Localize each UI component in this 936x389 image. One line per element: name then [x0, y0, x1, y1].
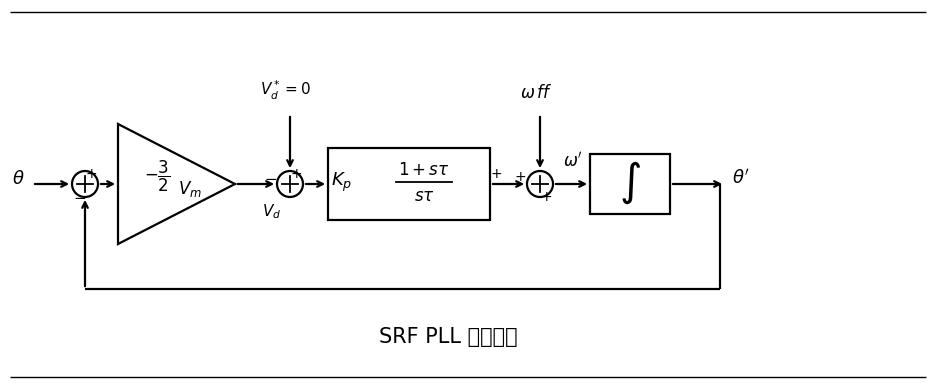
Text: $+$: $+$ [85, 167, 97, 181]
Text: $s\tau$: $s\tau$ [414, 187, 434, 205]
Text: $+$: $+$ [514, 170, 526, 184]
Text: $V_m$: $V_m$ [178, 179, 201, 199]
Text: $V_d$: $V_d$ [262, 203, 282, 221]
Text: $\omega'$: $\omega'$ [563, 151, 583, 170]
Text: SRF PLL 相位模型: SRF PLL 相位模型 [379, 327, 518, 347]
Text: $-\dfrac{3}{2}$: $-\dfrac{3}{2}$ [144, 158, 170, 194]
Text: $-$: $-$ [265, 171, 278, 185]
Text: $+$: $+$ [490, 167, 502, 181]
Text: $+$: $+$ [540, 190, 552, 204]
Text: $+$: $+$ [290, 167, 302, 181]
Text: $V_d^* = 0$: $V_d^* = 0$ [259, 79, 311, 102]
Text: $\int$: $\int$ [619, 160, 641, 206]
Text: $\theta'$: $\theta'$ [732, 168, 750, 187]
Text: $\omega\,\mathit{ff}$: $\omega\,\mathit{ff}$ [519, 84, 552, 102]
Text: $1+s\tau$: $1+s\tau$ [398, 161, 450, 179]
Text: $\theta$: $\theta$ [11, 170, 24, 188]
Text: $-$: $-$ [73, 190, 86, 204]
Text: $K_p$: $K_p$ [331, 170, 353, 194]
